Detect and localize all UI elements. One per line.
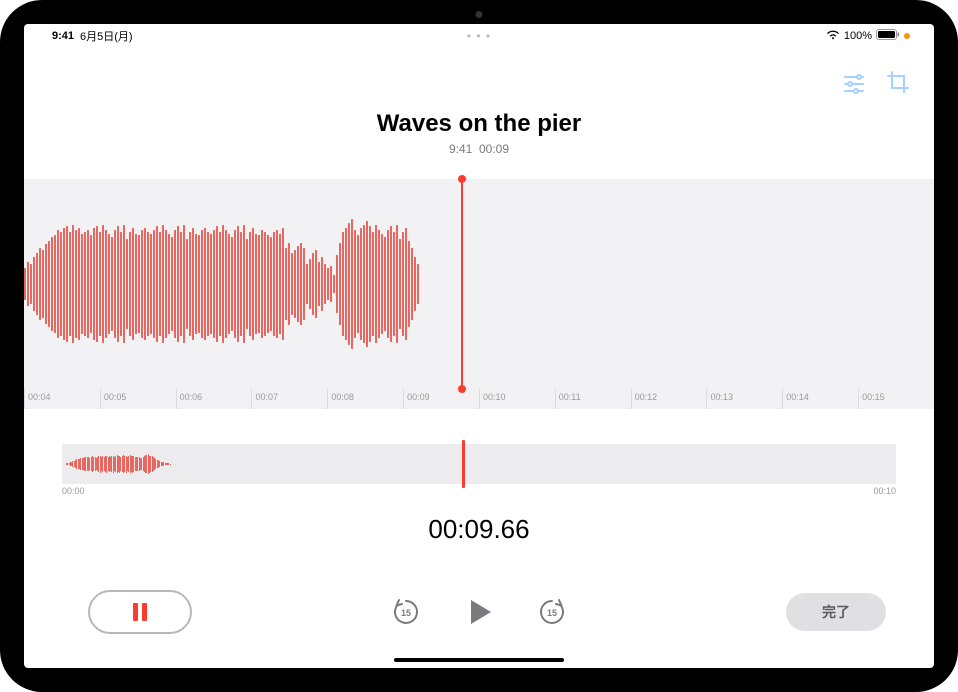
timeline-tick: 00:04 [24,389,100,409]
toolbar-icons [842,70,910,94]
current-time-display: 00:09.66 [24,514,934,545]
overview-end-label: 00:10 [873,486,896,496]
timeline-tick: 00:08 [327,389,403,409]
timeline-tick: 00:11 [555,389,631,409]
sub-duration: 00:09 [479,142,509,156]
timeline-tick: 00:07 [251,389,327,409]
timeline-tick: 00:05 [100,389,176,409]
timeline-tick: 00:13 [706,389,782,409]
ipad-frame: 9:41 6月5日(月) • • • 100% [0,0,958,692]
sub-time: 9:41 [449,142,472,156]
skip-forward-15-icon[interactable]: 15 [537,597,567,627]
waveform-overview[interactable]: 00:00 00:10 [62,444,896,484]
battery-icon [876,29,900,43]
waveform-main-area[interactable]: 00:0400:0500:0600:0700:0800:0900:1000:11… [24,179,934,409]
recording-indicator-dot [904,33,910,39]
waveform-bars [24,179,419,389]
home-indicator[interactable] [394,658,564,662]
camera-dot [476,11,483,18]
playhead[interactable] [461,179,463,389]
controls-row: 15 15 完了 [24,586,934,638]
battery-pct: 100% [844,30,872,42]
play-icon[interactable] [463,596,495,628]
svg-text:15: 15 [547,608,557,618]
done-button[interactable]: 完了 [786,593,886,631]
timeline-tick: 00:15 [858,389,934,409]
timeline-tick: 00:06 [176,389,252,409]
timeline-tick: 00:09 [403,389,479,409]
status-date: 6月5日(月) [80,28,133,44]
svg-text:15: 15 [401,608,411,618]
timeline-tick: 00:12 [631,389,707,409]
timeline-ruler: 00:0400:0500:0600:0700:0800:0900:1000:11… [24,389,934,409]
status-bar: 9:41 6月5日(月) • • • 100% [24,24,934,48]
crop-icon[interactable] [886,70,910,94]
timeline-tick: 00:10 [479,389,555,409]
multitask-dots[interactable]: • • • [467,29,491,43]
skip-back-15-icon[interactable]: 15 [391,597,421,627]
wifi-icon [826,30,840,43]
screen: 9:41 6月5日(月) • • • 100% [24,24,934,668]
recording-subtitle: 9:41 00:09 [24,142,934,156]
done-button-label: 完了 [822,602,850,622]
overview-playhead[interactable] [462,440,465,488]
settings-sliders-icon[interactable] [842,70,866,94]
title-block: Waves on the pier 9:41 00:09 [24,110,934,156]
overview-bars [62,444,462,484]
overview-start-label: 00:00 [62,486,85,496]
status-time: 9:41 [52,30,74,42]
pause-icon [133,603,147,621]
timeline-tick: 00:14 [782,389,858,409]
recording-title[interactable]: Waves on the pier [24,110,934,138]
pause-button[interactable] [88,590,192,634]
